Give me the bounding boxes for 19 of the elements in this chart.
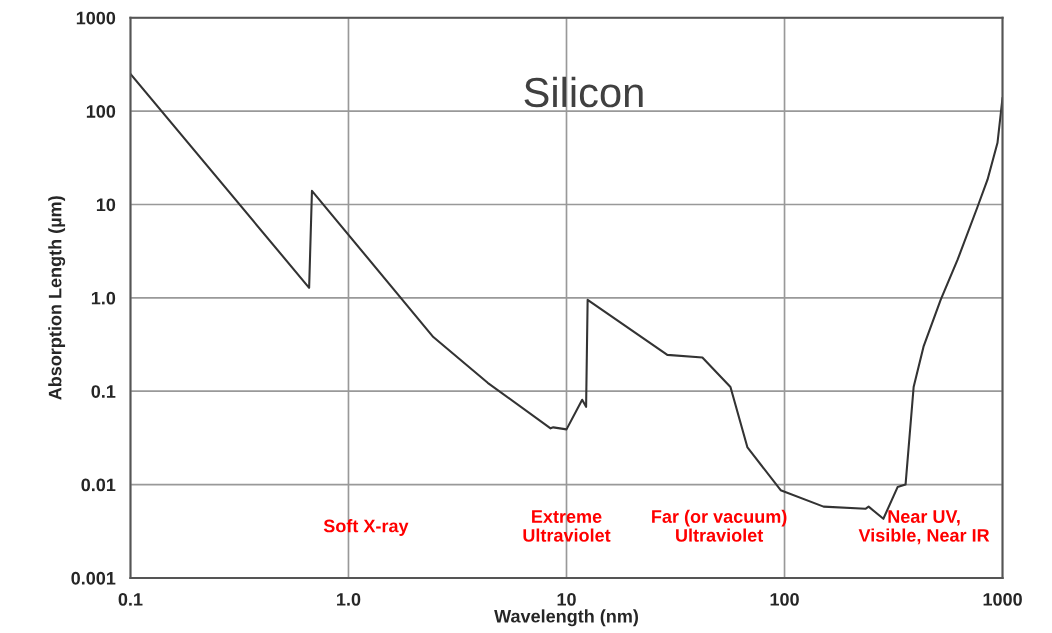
annotation: Silicon: [524, 76, 643, 108]
y-tick-label: 100: [86, 105, 116, 118]
x-axis-title: Wavelength (nm): [494, 609, 638, 627]
x-tick-label: 0.1: [118, 592, 143, 606]
y-tick-label: 0.001: [71, 571, 116, 585]
annotation: Far (or vacuum) Ultraviolet: [652, 509, 787, 542]
y-tick-label: 1000: [76, 11, 116, 25]
y-tick-label: 10: [96, 198, 116, 212]
annotation: Soft X-ray: [323, 519, 409, 536]
y-axis-title: Absorption Length (µm): [48, 196, 66, 400]
annotation: Near UV, Visible, Near IR: [858, 510, 990, 545]
x-tick-label: 1000: [983, 592, 1022, 606]
y-tick-label: 0.01: [81, 478, 116, 492]
x-tick-label: 10: [557, 592, 576, 606]
y-tick-label: 1.0: [91, 291, 116, 305]
annotation: Extreme Ultraviolet: [523, 510, 611, 542]
x-tick-label: 1.0: [337, 592, 361, 606]
y-tick-label: 0.1: [91, 385, 116, 398]
x-tick-label: 100: [770, 592, 799, 606]
